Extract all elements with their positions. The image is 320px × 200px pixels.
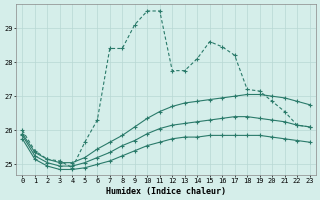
X-axis label: Humidex (Indice chaleur): Humidex (Indice chaleur) <box>106 187 226 196</box>
